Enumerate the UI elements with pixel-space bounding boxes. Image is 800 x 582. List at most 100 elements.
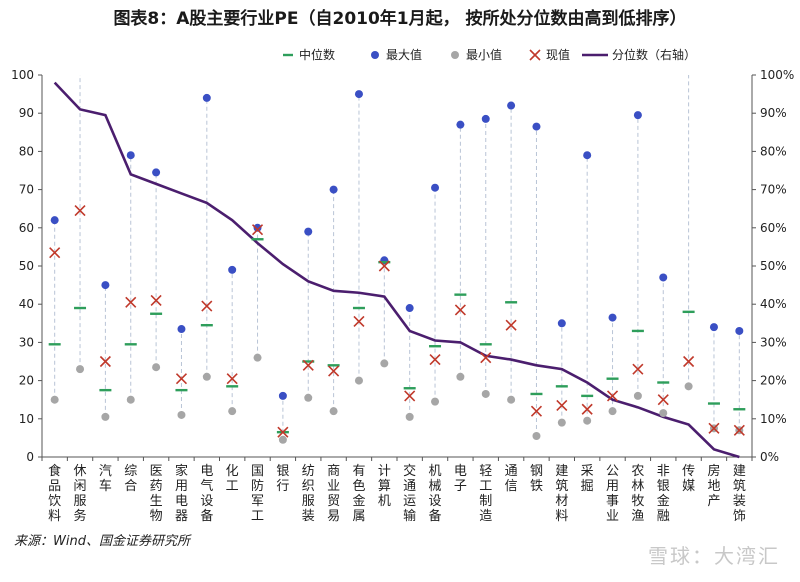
- max-point: [431, 183, 440, 192]
- point-markers: [48, 90, 746, 444]
- min-point: [76, 365, 85, 374]
- min-point: [202, 372, 211, 381]
- legend-min-swatch: [451, 51, 459, 59]
- max-point: [532, 122, 541, 131]
- min-point: [456, 372, 465, 381]
- min-point: [659, 409, 668, 418]
- current-point: [175, 373, 188, 385]
- max-point: [202, 93, 211, 102]
- min-point: [253, 353, 262, 362]
- left-tick-label: 90: [19, 106, 34, 120]
- category-label: 食品饮料: [48, 463, 61, 524]
- category-label: 采掘: [581, 464, 594, 494]
- category-label: 医药生物: [150, 464, 163, 524]
- right-tick-label: 0%: [760, 450, 779, 464]
- right-tick-label: 40%: [760, 297, 787, 311]
- legend-label: 现值: [546, 47, 570, 62]
- current-point: [74, 205, 86, 217]
- min-point: [608, 407, 617, 416]
- max-point: [304, 227, 313, 236]
- current-point: [480, 352, 492, 364]
- min-point: [405, 412, 414, 421]
- current-point: [657, 394, 669, 406]
- max-point: [228, 265, 237, 274]
- legend-label: 中位数: [299, 47, 335, 62]
- right-tick-label: 60%: [760, 221, 787, 235]
- category-label: 汽车: [99, 464, 112, 494]
- category-label: 交通运输: [403, 463, 416, 524]
- min-point: [481, 389, 490, 398]
- chart-title: 图表8：A股主要行业PE（自2010年1月起， 按所处分位数由高到低排序）: [113, 9, 687, 29]
- left-tick-label: 10: [19, 412, 34, 426]
- current-point: [632, 363, 644, 375]
- right-tick-label: 10%: [760, 412, 787, 426]
- max-point: [557, 319, 566, 328]
- max-point: [456, 120, 465, 129]
- category-label: 化工: [226, 464, 239, 494]
- current-point: [530, 405, 543, 417]
- min-point: [278, 435, 287, 444]
- percentile-line: [53, 81, 740, 459]
- min-point: [177, 410, 186, 419]
- category-label: 休闲服务: [74, 464, 87, 524]
- left-tick-label: 70: [19, 183, 34, 197]
- current-point: [581, 403, 593, 415]
- max-point: [177, 325, 186, 334]
- current-point: [277, 426, 289, 438]
- legend-label: 最小值: [466, 47, 502, 62]
- current-point: [429, 354, 441, 366]
- left-tick-label: 50: [19, 259, 34, 273]
- min-point: [507, 395, 516, 404]
- min-point: [532, 431, 541, 440]
- category-label: 纺织服装: [302, 464, 315, 524]
- min-point: [329, 407, 338, 416]
- percentile-series: [53, 81, 740, 459]
- max-point: [101, 281, 110, 290]
- category-label: 轻工制造: [479, 464, 492, 524]
- current-point: [353, 315, 365, 327]
- current-point: [708, 422, 720, 434]
- category-label: 家用电器: [175, 463, 188, 524]
- current-point: [378, 260, 390, 272]
- current-point: [505, 319, 517, 331]
- current-point: [99, 355, 111, 368]
- min-point: [101, 412, 110, 421]
- category-label: 公用事业: [606, 464, 619, 524]
- legend-label: 分位数（右轴）: [612, 47, 696, 62]
- category-label: 国防军工: [251, 464, 264, 524]
- category-label: 建筑装饰: [733, 464, 746, 524]
- current-point: [454, 304, 466, 316]
- current-point: [226, 373, 238, 385]
- legend-label: 最大值: [386, 47, 422, 62]
- min-point: [228, 407, 237, 416]
- min-point: [152, 363, 161, 372]
- current-point: [328, 365, 340, 377]
- watermark: 雪球：大湾汇: [648, 544, 780, 568]
- category-label: 电子: [454, 464, 467, 494]
- category-labels: 食品饮料休闲服务汽车综合医药生物家用电器电气设备化工国防军工银行纺织服装商业贸易…: [48, 463, 746, 524]
- right-tick-label: 30%: [760, 335, 787, 349]
- category-label: 有色金属: [352, 464, 365, 524]
- current-point: [251, 224, 264, 236]
- category-label: 房地产: [707, 463, 720, 509]
- category-label: 电气设备: [200, 464, 213, 524]
- min-point: [583, 416, 592, 425]
- category-label: 钢铁: [530, 464, 543, 494]
- category-label: 建筑材料: [555, 464, 568, 524]
- source-note: 来源：Wind、国金证券研究所: [14, 534, 190, 549]
- max-point: [709, 323, 718, 332]
- left-tick-label: 20: [19, 374, 34, 388]
- left-tick-label: 0: [26, 450, 34, 464]
- category-label: 综合: [124, 464, 137, 494]
- max-point: [481, 114, 490, 123]
- right-tick-label: 100%: [760, 68, 794, 82]
- current-point: [404, 390, 416, 402]
- category-label: 计算机: [378, 464, 391, 509]
- right-tick-label: 80%: [760, 144, 787, 158]
- max-point: [633, 111, 642, 120]
- max-point: [507, 101, 516, 110]
- axes: 0 10 20 30 40 50 60 70 80 90 100 0% 10% 20% 30% 40% 50% 6…: [11, 68, 794, 464]
- legend: 中位数 最大值 最小值 现值 分位数（右轴）: [283, 47, 696, 62]
- max-point: [354, 90, 363, 99]
- right-tick-label: 20%: [760, 374, 787, 388]
